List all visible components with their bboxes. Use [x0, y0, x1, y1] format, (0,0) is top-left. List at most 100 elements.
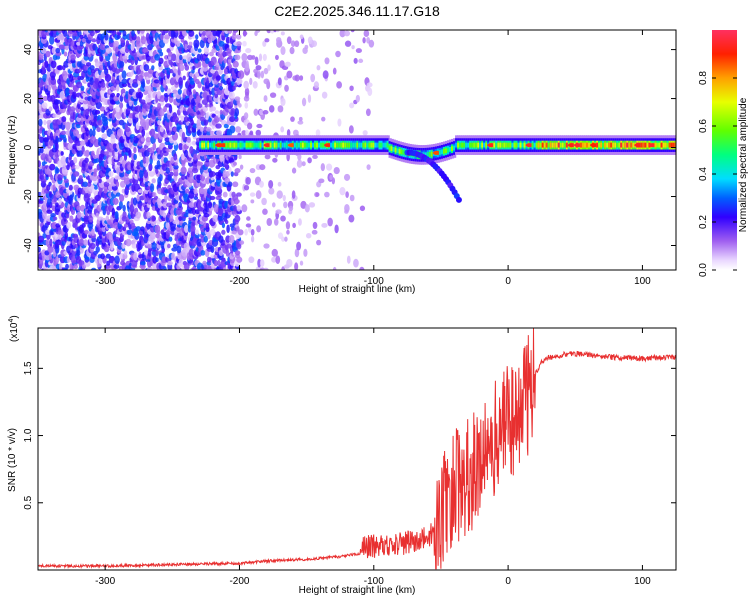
heatmap-cell [114, 68, 121, 74]
heatmap-cell [221, 257, 226, 262]
heatmap-cell [65, 121, 71, 131]
heatmap-cell [127, 71, 134, 78]
heatmap-cell [519, 142, 523, 148]
heatmap-cell [620, 142, 624, 148]
heatmap-cell [442, 148, 447, 154]
heatmap-cell [533, 142, 537, 148]
heatmap-cell [263, 67, 269, 75]
heatmap-cell [269, 92, 277, 98]
heatmap-cell [122, 204, 126, 212]
heatmap-cell [98, 178, 102, 184]
heatmap-cell [634, 143, 643, 148]
heatmap-cell [332, 266, 337, 270]
heatmap-cell [181, 30, 187, 35]
heatmap-cell [201, 142, 205, 148]
heatmap-cell [280, 215, 286, 222]
heatmap-cell [332, 67, 337, 75]
heatmap-cell [245, 176, 251, 185]
heatmap-cell [228, 167, 232, 175]
x-tick-label: 0 [505, 276, 511, 287]
heatmap-cell [136, 194, 140, 202]
heatmap-cell [142, 48, 149, 53]
heatmap-cell [100, 149, 105, 158]
heatmap-cell [281, 142, 285, 148]
chart-title: C2E2.2025.346.11.17.G18 [274, 3, 440, 19]
heatmap-cell [255, 142, 259, 148]
heatmap-cell [293, 142, 298, 148]
heatmap-cell [218, 82, 223, 88]
heatmap-cell [81, 181, 89, 188]
heatmap-cell [55, 47, 61, 54]
heatmap-cell [150, 183, 155, 193]
heatmap-cell [602, 142, 606, 148]
heatmap-cell [398, 148, 402, 154]
heatmap-cell [108, 170, 114, 178]
heatmap-cell [350, 142, 354, 148]
heatmap-cell [131, 183, 136, 192]
heatmap-cell [236, 205, 241, 212]
heatmap-cell [137, 91, 144, 99]
heatmap-cell [339, 186, 346, 196]
heatmap-cell [145, 156, 150, 165]
heatmap-cell [69, 74, 74, 82]
heatmap-cell [359, 266, 365, 270]
heatmap-cell [173, 164, 179, 170]
heatmap-cell [227, 142, 231, 148]
heatmap-cell [298, 116, 303, 122]
heatmap-cell [121, 188, 126, 194]
heatmap-cell [191, 208, 197, 215]
heatmap-cell [215, 184, 222, 191]
heatmap-cell [238, 154, 242, 160]
x-tick-label: 0 [505, 576, 511, 587]
heatmap-cell [359, 205, 366, 212]
heatmap-cell [244, 102, 249, 109]
heatmap-cell [176, 245, 182, 254]
heatmap-cell [61, 116, 67, 123]
heatmap-cell [294, 74, 300, 82]
heatmap-cell [380, 142, 384, 148]
heatmap-cell [297, 120, 304, 125]
heatmap-cell [243, 80, 249, 89]
heatmap-cell [535, 142, 539, 148]
heatmap-cell [664, 142, 668, 148]
heatmap-cell [301, 161, 306, 167]
heatmap-cell [54, 104, 60, 114]
colorbar-tick-label: 0.8 [698, 71, 709, 85]
heatmap-cell [186, 136, 191, 143]
heatmap-cell [151, 215, 156, 222]
heatmap-cell [284, 84, 289, 92]
heatmap-cell [68, 184, 73, 191]
heatmap-cell [166, 67, 171, 75]
heatmap-cell [38, 118, 43, 127]
heatmap-cell [57, 174, 63, 181]
heatmap-cell [152, 262, 158, 270]
heatmap-cell [232, 30, 239, 33]
heatmap-cell [426, 152, 431, 158]
heatmap-cell [68, 89, 74, 94]
heatmap-cell [91, 228, 95, 236]
colorbar-tick-label: 0.0 [698, 263, 709, 277]
heatmap-cell [386, 142, 390, 148]
heatmap-cell [155, 249, 159, 257]
heatmap-cell [294, 248, 300, 258]
heatmap-cell [247, 122, 253, 130]
heatmap-cell [236, 34, 242, 40]
heatmap-cell [604, 142, 608, 148]
heatmap-cell [249, 130, 254, 136]
heatmap-cell [234, 96, 241, 101]
heatmap-cell [222, 191, 228, 198]
heatmap-cell [273, 218, 279, 226]
heatmap-cell [449, 146, 453, 152]
heatmap-cell [346, 255, 351, 264]
heatmap-cell [362, 130, 368, 136]
heatmap-cell [254, 56, 259, 66]
heatmap-cell [225, 248, 230, 257]
snr-y-label: SNR (10 * v/v) [7, 428, 18, 492]
heatmap-cell [259, 164, 266, 171]
heatmap-cell [58, 197, 62, 206]
heatmap-cell [215, 75, 222, 81]
heatmap-cell [111, 156, 115, 165]
heatmap-cell [211, 48, 218, 53]
heatmap-cell [231, 33, 237, 40]
heatmap-cell [43, 119, 47, 126]
